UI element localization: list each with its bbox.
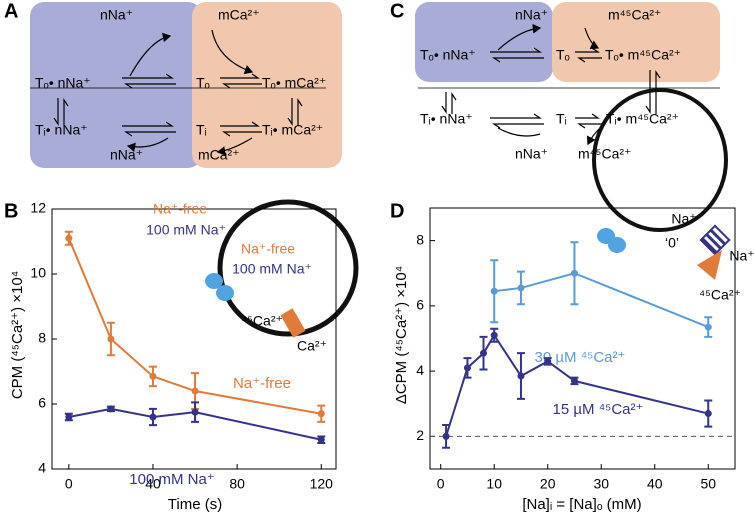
- diagram-text: mCa²⁺: [218, 7, 260, 23]
- diagram-text: nNa⁺: [100, 7, 133, 23]
- data-point: [442, 432, 450, 440]
- diagram-text: Tᵢ• nNa⁺: [35, 122, 88, 138]
- annotation: ⁴⁵Ca²⁺: [699, 287, 741, 303]
- diagram-text: Tₒ• mCa²⁺: [262, 75, 326, 91]
- data-point: [704, 410, 712, 418]
- panel-label: A: [4, 0, 18, 22]
- data-point: [149, 372, 157, 380]
- series-label: 100 mM Na⁺: [129, 471, 214, 488]
- diagram-text: Tₒ: [556, 47, 570, 63]
- data-point: [191, 387, 199, 395]
- x-axis-label: [Na]ᵢ = [Na]ₒ (mM): [522, 496, 641, 513]
- data-point: [317, 410, 325, 418]
- plot-frame: [429, 207, 736, 470]
- transporter: [205, 273, 223, 289]
- data-point: [191, 408, 199, 416]
- diagram-text: Tₒ• nNa⁺: [35, 75, 91, 91]
- series-label: Na⁺-free: [233, 375, 291, 392]
- data-point: [107, 405, 115, 413]
- diagram-text: Tᵢ• nNa⁺: [420, 111, 473, 127]
- annotation: ⁴⁵Ca²⁺: [241, 313, 283, 329]
- ca-box: [552, 2, 720, 82]
- diagram-text: Tᵢ• m⁴⁵Ca²⁺: [606, 111, 679, 127]
- data-point: [463, 364, 471, 372]
- x-tick-label: 40: [145, 476, 161, 492]
- diagram-text: Tₒ• m⁴⁵Ca²⁺: [605, 47, 681, 63]
- data-point: [544, 357, 552, 365]
- series-label: 30 µM ⁴⁵Ca²⁺: [535, 349, 626, 366]
- channel: [697, 250, 722, 280]
- panel-label: B: [4, 200, 18, 222]
- y-tick-label: 8: [38, 330, 46, 346]
- annotation: Na⁺: [729, 248, 754, 264]
- y-axis-label: ΔCPM (⁴⁵Ca²⁺) ×10⁴: [393, 266, 410, 404]
- data-point: [490, 287, 498, 295]
- series-label: 15 µM ⁴⁵Ca²⁺: [553, 401, 644, 418]
- series-line: [494, 272, 709, 329]
- diagram-text: nNa⁺: [515, 146, 548, 162]
- data-point: [480, 349, 488, 357]
- transporter: [608, 237, 626, 253]
- data-point: [704, 323, 712, 331]
- data-point: [65, 234, 73, 242]
- x-tick-label: 0: [437, 476, 445, 492]
- data-point: [570, 269, 578, 277]
- x-tick-label: 0: [65, 476, 73, 492]
- x-tick-label: 10: [486, 476, 502, 492]
- x-axis-label: Time (s): [168, 496, 222, 513]
- annotation: Na⁺-free: [153, 201, 207, 217]
- x-tick-label: 20: [540, 476, 556, 492]
- y-tick-label: 8: [416, 231, 424, 247]
- diagram-text: mCa²⁺: [198, 147, 240, 163]
- x-tick-label: 120: [310, 476, 334, 492]
- diagram-text: Tᵢ: [556, 111, 567, 127]
- diagram-text: nNa⁺: [110, 147, 143, 163]
- panel-label: D: [390, 200, 404, 222]
- arrows: [53, 29, 303, 156]
- y-tick-label: 10: [30, 265, 46, 281]
- annotation: Ca²⁺: [297, 338, 327, 354]
- vesicle: [592, 88, 728, 232]
- data-point: [107, 335, 115, 343]
- diagram-text: m⁴⁵Ca²⁺: [608, 7, 661, 23]
- y-tick-label: 4: [416, 362, 424, 378]
- y-axis-label: CPM (⁴⁵Ca²⁺) ×10⁴: [9, 271, 26, 399]
- annotation: Na⁺-free: [241, 241, 295, 257]
- x-tick-label: 50: [700, 476, 716, 492]
- na-box: [415, 2, 553, 82]
- y-tick-label: 6: [416, 297, 424, 313]
- panel-label: C: [390, 0, 404, 22]
- annotation: 100 mM Na⁺: [146, 222, 226, 238]
- diagram-text: Tᵢ: [196, 122, 207, 138]
- y-tick-label: 2: [416, 427, 424, 443]
- diagram-text: Tᵢ• mCa²⁺: [262, 122, 323, 138]
- y-tick-label: 6: [38, 395, 46, 411]
- diagram-text: m⁴⁵Ca²⁺: [578, 146, 631, 162]
- series-line: [445, 333, 709, 437]
- annotation: 100 mM Na⁺: [232, 261, 312, 277]
- y-tick-label: 12: [30, 200, 46, 216]
- diagram-text: Tₒ• nNa⁺: [420, 47, 476, 63]
- annotation: Na⁺: [671, 211, 696, 227]
- arrows: [441, 23, 661, 146]
- diagram-text: nNa⁺: [515, 7, 548, 23]
- exchanger: [699, 224, 731, 256]
- data-point: [149, 413, 157, 421]
- vesicle: [217, 199, 359, 337]
- transporter: [216, 285, 234, 301]
- channel: [280, 308, 306, 338]
- data-point: [317, 436, 325, 444]
- data-point: [570, 377, 578, 385]
- data-point: [517, 372, 525, 380]
- y-tick-label: 4: [38, 460, 46, 476]
- data-point: [490, 331, 498, 339]
- x-tick-label: 80: [229, 476, 245, 492]
- annotation: ‘0’: [665, 235, 679, 251]
- x-tick-label: 30: [593, 476, 609, 492]
- diagram-text: Tₒ: [196, 75, 210, 91]
- x-tick-label: 40: [647, 476, 663, 492]
- data-point: [517, 284, 525, 292]
- data-point: [65, 413, 73, 421]
